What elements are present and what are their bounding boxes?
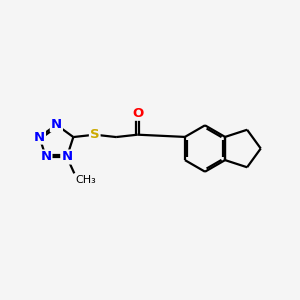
Text: N: N	[40, 151, 52, 164]
Text: O: O	[132, 107, 143, 120]
Text: N: N	[51, 118, 62, 131]
Text: CH₃: CH₃	[76, 175, 96, 185]
Text: N: N	[61, 151, 72, 164]
Text: N: N	[34, 130, 45, 144]
Text: S: S	[90, 128, 100, 141]
